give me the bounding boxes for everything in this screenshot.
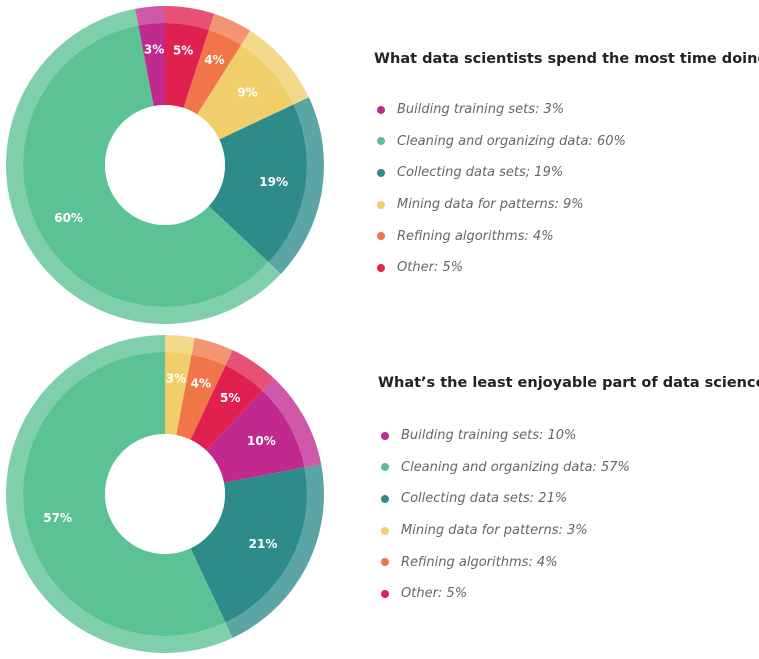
legend-item-refining-algorithms: Refining algorithms: 4% (378, 546, 630, 578)
legend-item-refining-algorithms: Refining algorithms: 4% (374, 220, 626, 252)
data-label-cleaning-and-organizing-data: 57% (43, 511, 72, 525)
slice-building-training-sets (206, 390, 305, 483)
slice-refining-algorithms (183, 29, 242, 115)
legend-label-other: Other: 5% (397, 260, 464, 276)
slice-cleaning-and-organizing-data (23, 25, 269, 308)
legend-label-mining-data-for-patterns: Mining data for patterns: 3% (401, 523, 588, 539)
slice-other (190, 365, 263, 451)
legend-marker-building-training-sets (377, 105, 385, 114)
legend-label-collecting-data-sets: Collecting data sets; 19% (397, 165, 564, 181)
data-label-refining-algorithms: 4% (191, 377, 211, 391)
outer-ring-other (225, 350, 274, 391)
outer-ring-building-training-sets (135, 6, 165, 26)
legend-label-building-training-sets: Building training sets: 10% (401, 428, 577, 444)
data-label-collecting-data-sets: 19% (259, 175, 288, 189)
outer-ring-mining-data-for-patterns (241, 30, 309, 105)
legend-label-cleaning-and-organizing-data: Cleaning and organizing data: 60% (397, 133, 626, 149)
outer-ring-mining-data-for-patterns (165, 335, 195, 355)
legend-marker-refining-algorithms (377, 232, 385, 241)
legend-item-mining-data-for-patterns: Mining data for patterns: 3% (378, 515, 630, 547)
legend-item-building-training-sets: Building training sets: 10% (378, 420, 630, 452)
outer-ring-refining-algorithms (208, 13, 251, 46)
legend-marker-cleaning-and-organizing-data (377, 137, 385, 146)
outer-ring-collecting-data-sets (225, 464, 324, 638)
legend-marker-refining-algorithms (381, 558, 389, 567)
legend-marker-building-training-sets (381, 431, 389, 440)
slice-other (165, 23, 209, 108)
data-label-mining-data-for-patterns: 3% (166, 372, 186, 386)
slice-cleaning-and-organizing-data (22, 352, 226, 636)
legend-marker-other (377, 263, 385, 272)
donut-chart-least-enjoyable: 3% 4% 5% 10% 21% 57% (5, 335, 324, 653)
chart-title-time-spent: What data scientists spend the most time… (374, 51, 759, 67)
legend-marker-mining-data-for-patterns (377, 200, 385, 209)
outer-ring-building-training-sets (262, 378, 322, 468)
data-label-cleaning-and-organizing-data: 60% (54, 211, 83, 225)
slice-refining-algorithms (176, 354, 226, 440)
legend-item-other: Other: 5% (378, 578, 630, 610)
donut-chart-time-spent: 5% 4% 9% 19% 60% 3% (5, 6, 324, 325)
data-label-mining-data-for-patterns: 9% (237, 85, 257, 99)
slice-mining-data-for-patterns (165, 352, 192, 436)
legend-label-collecting-data-sets: Collecting data sets: 21% (401, 491, 568, 507)
legend-item-collecting-data-sets: Collecting data sets; 19% (374, 157, 626, 189)
outer-ring-refining-algorithms (191, 337, 233, 366)
legend-item-collecting-data-sets: Collecting data sets: 21% (378, 483, 630, 515)
donut-hole (105, 434, 225, 554)
data-label-other: 5% (220, 391, 240, 405)
legend-label-other: Other: 5% (401, 586, 468, 602)
donut-hole (105, 105, 225, 225)
chart-title-least-enjoyable: What’s the least enjoyable part of data … (378, 375, 759, 391)
legend-least-enjoyable: Building training sets: 10% Cleaning and … (378, 420, 630, 610)
legend-item-cleaning-and-organizing-data: Cleaning and organizing data: 57% (378, 452, 630, 484)
legend-marker-cleaning-and-organizing-data (381, 463, 389, 472)
slice-collecting-data-sets (208, 104, 307, 263)
legend-marker-other (381, 589, 389, 598)
legend-label-building-training-sets: Building training sets: 3% (397, 102, 565, 118)
legend-time-spent: Building training sets: 3% Cleaning and o… (374, 94, 626, 284)
legend-marker-mining-data-for-patterns (381, 526, 389, 535)
legend-label-mining-data-for-patterns: Mining data for patterns: 9% (397, 197, 584, 213)
legend-item-building-training-sets: Building training sets: 3% (374, 94, 626, 126)
slice-building-training-sets (138, 23, 165, 107)
outer-ring-cleaning-and-organizing-data (5, 8, 281, 325)
outer-ring-collecting-data-sets (268, 97, 324, 274)
slice-mining-data-for-patterns (197, 45, 294, 140)
data-label-collecting-data-sets: 21% (249, 537, 278, 551)
data-label-other: 5% (173, 43, 193, 57)
data-label-building-training-sets: 10% (247, 434, 276, 448)
data-label-building-training-sets: 3% (144, 43, 164, 57)
outer-ring-other (165, 6, 215, 30)
slice-collecting-data-sets (190, 467, 308, 623)
legend-marker-collecting-data-sets (381, 494, 389, 503)
legend-label-cleaning-and-organizing-data: Cleaning and organizing data: 57% (401, 459, 630, 475)
legend-label-refining-algorithms: Refining algorithms: 4% (401, 554, 558, 570)
legend-label-refining-algorithms: Refining algorithms: 4% (397, 228, 554, 244)
data-label-refining-algorithms: 4% (204, 53, 224, 67)
legend-item-other: Other: 5% (374, 252, 626, 284)
legend-marker-collecting-data-sets (377, 168, 385, 177)
legend-item-cleaning-and-organizing-data: Cleaning and organizing data: 60% (374, 126, 626, 158)
legend-item-mining-data-for-patterns: Mining data for patterns: 9% (374, 189, 626, 221)
